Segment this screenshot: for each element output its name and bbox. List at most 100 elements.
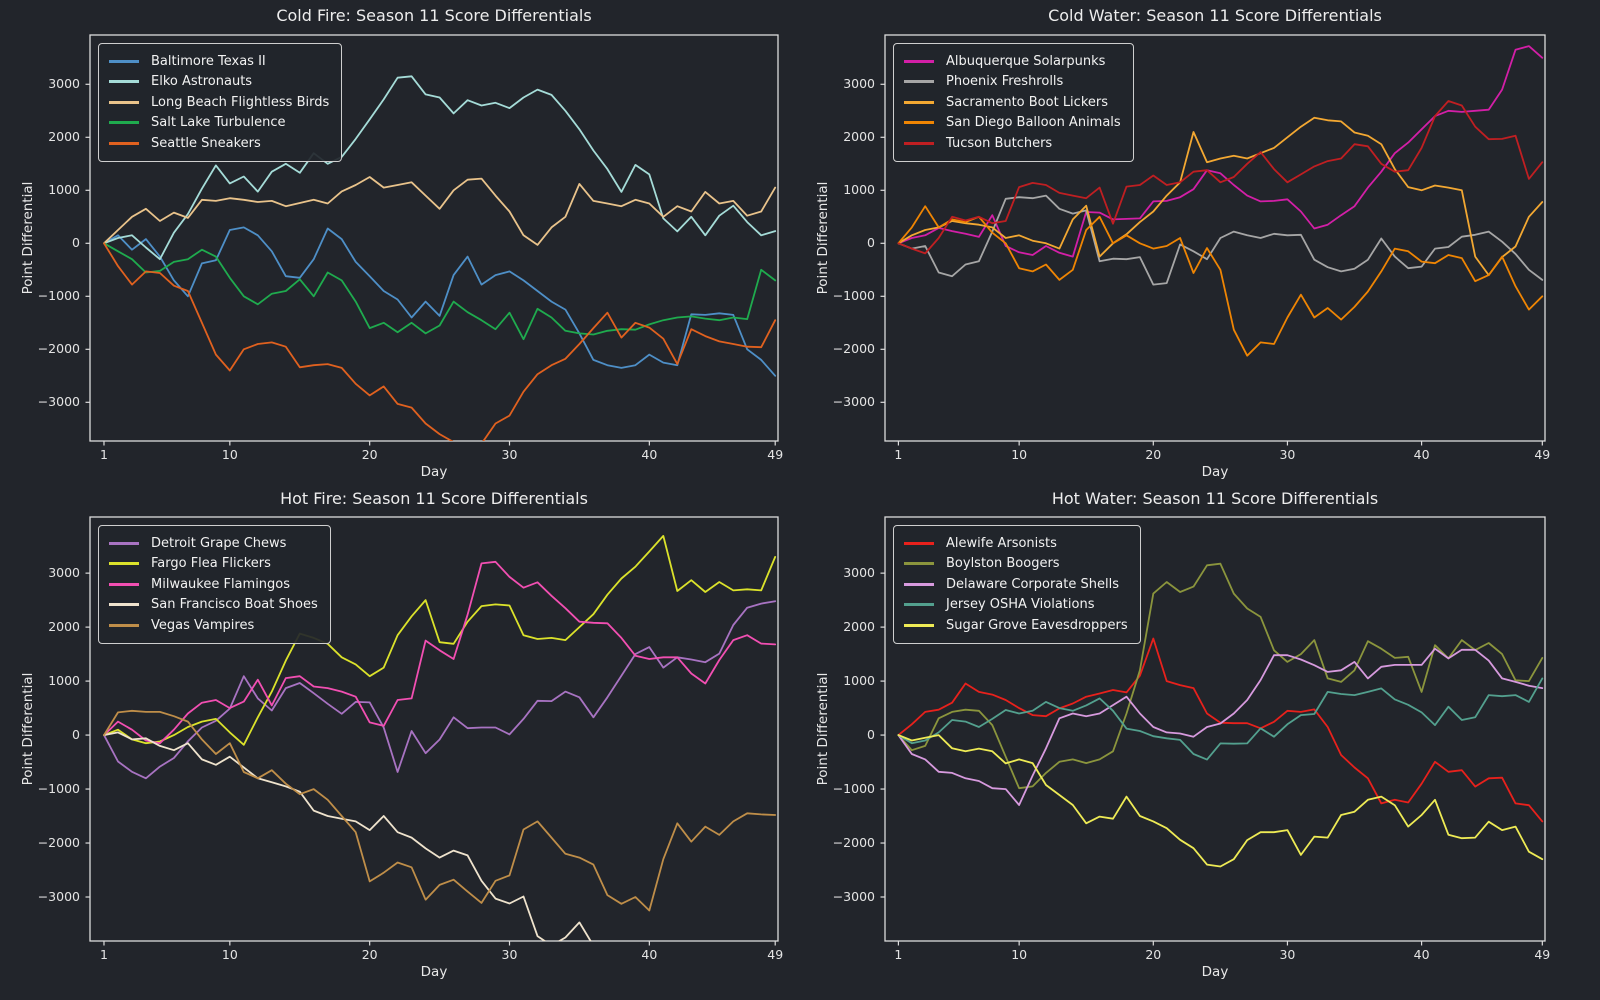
x-tick-label: 1 [894, 447, 903, 462]
x-axis-label: Day [1201, 464, 1229, 480]
x-tick-label: 1 [99, 947, 108, 962]
x-axis-label: Day [420, 464, 448, 480]
y-tick-label: −3000 [832, 394, 875, 410]
y-tick-label: 0 [72, 727, 80, 743]
y-tick-label: −3000 [832, 889, 875, 904]
legend-item: Albuquerque Solarpunks [904, 51, 1121, 72]
y-tick-label: −3000 [37, 889, 80, 904]
legend-swatch-icon [109, 100, 139, 104]
legend-item: San Francisco Boat Shoes [109, 595, 318, 616]
x-tick-label: 30 [1279, 947, 1296, 962]
chart-title-cold-fire: Cold Fire: Season 11 Score Differentials [276, 6, 592, 25]
legend-item: Sacramento Boot Lickers [904, 92, 1121, 113]
legend-swatch-icon [904, 59, 934, 63]
legend-item: Phoenix Freshrolls [904, 72, 1121, 93]
series-line-elko-astronauts [103, 75, 777, 261]
series-line-san-diego-balloon-animals [897, 205, 1544, 357]
x-tick-label: 20 [1145, 947, 1162, 962]
y-tick-label: −2000 [832, 835, 875, 851]
y-tick-label: −2000 [37, 835, 80, 851]
legend-label: San Diego Balloon Animals [946, 115, 1121, 131]
legend-swatch-icon [109, 59, 139, 63]
y-tick-label: 3000 [48, 76, 80, 92]
x-tick-label: 49 [767, 947, 784, 962]
legend-label: Sugar Grove Eavesdroppers [946, 617, 1128, 633]
legend-swatch-icon [904, 582, 934, 586]
series-line-tucson-butchers [897, 100, 1544, 255]
x-tick-label: 40 [641, 447, 658, 462]
y-tick-label: 2000 [843, 619, 875, 635]
legend-swatch-icon [904, 100, 934, 104]
y-tick-label: 2000 [48, 129, 80, 145]
legend-item: Sugar Grove Eavesdroppers [904, 615, 1128, 636]
legend-item: Fargo Flea Flickers [109, 554, 318, 575]
legend-label: Alewife Arsonists [946, 535, 1057, 551]
y-tick-label: −3000 [37, 394, 80, 410]
x-tick-label: 1 [99, 447, 108, 462]
y-tick-label: 0 [72, 235, 80, 251]
x-tick-label: 10 [221, 947, 238, 962]
legend-swatch-icon [904, 121, 934, 125]
series-line-sacramento-boot-lickers [897, 116, 1544, 277]
legend-label: Elko Astronauts [151, 74, 253, 90]
axes-spines [89, 34, 779, 442]
y-tick-label: 3000 [48, 565, 80, 581]
x-tick-label: 10 [1011, 947, 1028, 962]
axes-spines [884, 516, 1546, 942]
x-axis-label: Day [1201, 964, 1229, 980]
series-line-seattle-sneakers [103, 242, 777, 441]
legend-item: Delaware Corporate Shells [904, 574, 1128, 595]
legend-label: Jersey OSHA Violations [946, 597, 1095, 613]
axes-spines [89, 516, 779, 942]
series-line-salt-lake-turbulence [103, 242, 777, 341]
y-tick-label: −2000 [37, 341, 80, 357]
x-tick-label: 10 [1011, 447, 1028, 462]
legend-swatch-icon [109, 603, 139, 607]
legend-swatch-icon [904, 562, 934, 566]
legend-item: Elko Astronauts [109, 72, 329, 93]
x-tick-label: 20 [361, 447, 378, 462]
legend-label: Delaware Corporate Shells [946, 576, 1119, 592]
y-tick-label: 1000 [843, 182, 875, 198]
legend-label: Vegas Vampires [151, 617, 255, 633]
legend-label: Sacramento Boot Lickers [946, 94, 1108, 110]
legend-item: Milwaukee Flamingos [109, 574, 318, 595]
series-line-sugar-grove-eavesdroppers [897, 734, 1544, 868]
legend-swatch-icon [109, 562, 139, 566]
y-tick-label: −1000 [832, 781, 875, 797]
legend-item: Baltimore Texas II [109, 51, 329, 72]
legend-swatch-icon [904, 603, 934, 607]
legend-item: Tucson Butchers [904, 133, 1121, 154]
legend-swatch-icon [904, 623, 934, 627]
legend-label: Milwaukee Flamingos [151, 576, 291, 592]
y-tick-label: 1000 [48, 673, 80, 689]
series-line-long-beach-flightless-birds [103, 176, 777, 246]
x-tick-label: 10 [221, 447, 238, 462]
legend-swatch-icon [109, 541, 139, 545]
chart-title-cold-water: Cold Water: Season 11 Score Differential… [1048, 6, 1382, 25]
axes-spines [884, 34, 1546, 442]
y-tick-label: 3000 [843, 565, 875, 581]
legend-item: Jersey OSHA Violations [904, 595, 1128, 616]
chart-title-hot-water: Hot Water: Season 11 Score Differentials [1051, 489, 1379, 508]
x-tick-label: 40 [641, 947, 658, 962]
legend-item: Detroit Grape Chews [109, 533, 318, 554]
y-tick-label: 0 [867, 727, 875, 743]
legend-item: Vegas Vampires [109, 615, 318, 636]
legend-item: Alewife Arsonists [904, 533, 1128, 554]
series-line-detroit-grape-chews [103, 600, 777, 780]
x-tick-label: 20 [1145, 447, 1162, 462]
legend-item: San Diego Balloon Animals [904, 113, 1121, 134]
legend-swatch-icon [904, 80, 934, 84]
x-tick-label: 40 [1413, 447, 1430, 462]
legend-label: Phoenix Freshrolls [946, 74, 1064, 90]
y-tick-label: −2000 [832, 341, 875, 357]
legend: Albuquerque Solarpunks Phoenix Freshrolls… [893, 43, 1134, 162]
legend-swatch-icon [904, 141, 934, 145]
x-tick-label: 30 [501, 447, 518, 462]
x-tick-label: 49 [1534, 447, 1551, 462]
series-line-phoenix-freshrolls [897, 194, 1544, 286]
x-tick-label: 49 [1534, 947, 1551, 962]
